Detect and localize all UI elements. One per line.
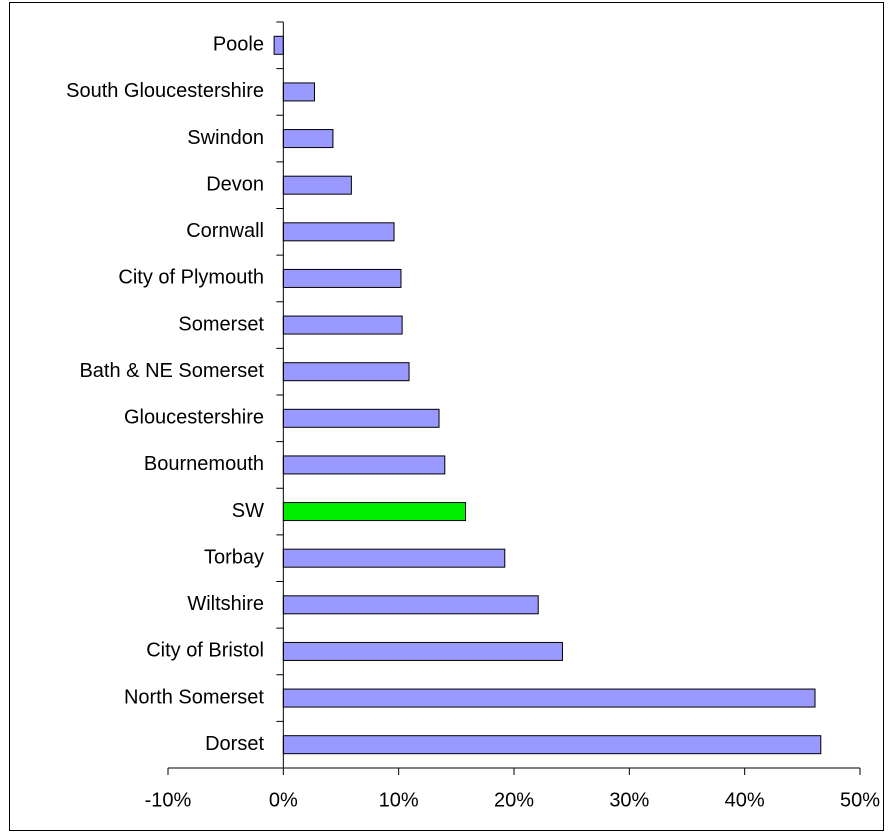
y-tick-label: Swindon [187, 127, 264, 149]
x-tick-label: 10% [379, 789, 419, 811]
bar [282, 129, 334, 149]
x-tick-label: 40% [725, 789, 765, 811]
bar [282, 688, 816, 708]
y-tick-label: City of Bristol [146, 640, 264, 662]
bar [282, 548, 506, 568]
bar [273, 35, 284, 55]
bar [282, 502, 467, 522]
y-tick-label: North Somerset [124, 686, 264, 708]
x-tick-label: 30% [609, 789, 649, 811]
y-tick-label: Wiltshire [187, 593, 264, 615]
bar [282, 735, 822, 755]
x-tick-label: 0% [269, 789, 298, 811]
y-tick-label: Gloucestershire [124, 407, 264, 429]
y-tick-label: South Gloucestershire [66, 80, 264, 102]
y-tick-label: Bath & NE Somerset [79, 360, 264, 382]
bar [282, 82, 315, 102]
y-tick-label: Poole [213, 34, 264, 56]
y-tick-label: City of Plymouth [118, 267, 264, 289]
y-tick-label: Devon [206, 173, 264, 195]
bar [282, 362, 410, 382]
x-tick-label: 50% [840, 789, 880, 811]
bar [282, 595, 539, 615]
bar [282, 408, 440, 428]
y-tick-label: Somerset [178, 313, 264, 335]
bar [282, 315, 403, 335]
y-tick-label: Torbay [204, 546, 264, 568]
bar [282, 455, 446, 475]
y-tick-label: Cornwall [186, 220, 264, 242]
bar [282, 222, 395, 242]
bar [282, 175, 352, 195]
y-tick-label: Bournemouth [144, 453, 264, 475]
bar [282, 268, 402, 288]
x-tick-label: -10% [145, 789, 192, 811]
x-tick-label: 20% [494, 789, 534, 811]
bar [282, 641, 563, 661]
y-tick-label: Dorset [205, 733, 264, 755]
y-tick-label: SW [232, 500, 264, 522]
